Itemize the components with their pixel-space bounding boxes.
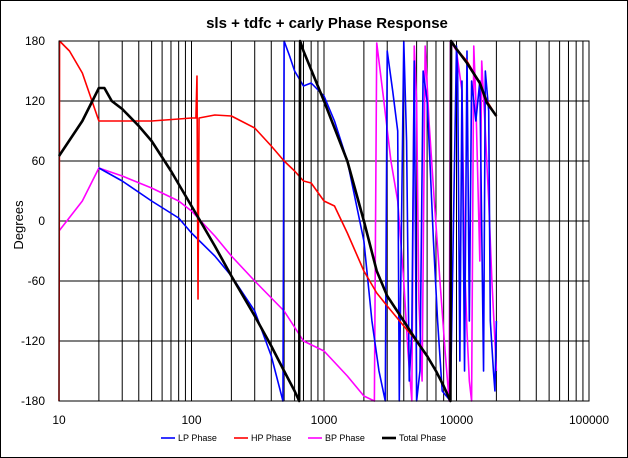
y-axis-ticks: -180 -120 -60 0 60 120 180 bbox=[21, 34, 45, 408]
legend-label: LP Phase bbox=[178, 433, 217, 443]
plot-border bbox=[58, 40, 590, 402]
series-layer bbox=[57, 39, 498, 403]
y-tick-label: -180 bbox=[21, 394, 45, 408]
y-tick-label: -120 bbox=[21, 334, 45, 348]
x-tick-label: 1000 bbox=[311, 413, 338, 427]
series-line-lp-phase bbox=[98, 40, 498, 402]
x-axis-ticks: 10 100 1000 10000 100000 bbox=[52, 413, 609, 427]
legend-label: Total Phase bbox=[399, 433, 446, 443]
legend-label: HP Phase bbox=[251, 433, 291, 443]
y-tick-label: 180 bbox=[25, 34, 45, 48]
x-tick-label: 100 bbox=[181, 413, 201, 427]
chart-title: sls + tdfc + carly Phase Response bbox=[206, 15, 448, 32]
x-tick-label: 10 bbox=[52, 413, 66, 427]
series-line-bp-phase bbox=[58, 40, 498, 402]
y-axis-label: Degrees bbox=[11, 200, 26, 250]
y-tick-label: 120 bbox=[25, 94, 45, 108]
x-tick-label: 100000 bbox=[569, 413, 609, 427]
series-line-total-phase bbox=[57, 39, 498, 403]
y-tick-label: -60 bbox=[28, 274, 46, 288]
legend: LP Phase HP Phase BP Phase Total Phase bbox=[161, 433, 446, 443]
y-tick-label: 0 bbox=[38, 214, 45, 228]
x-tick-label: 10000 bbox=[440, 413, 474, 427]
legend-label: BP Phase bbox=[325, 433, 365, 443]
y-tick-label: 60 bbox=[32, 154, 46, 168]
